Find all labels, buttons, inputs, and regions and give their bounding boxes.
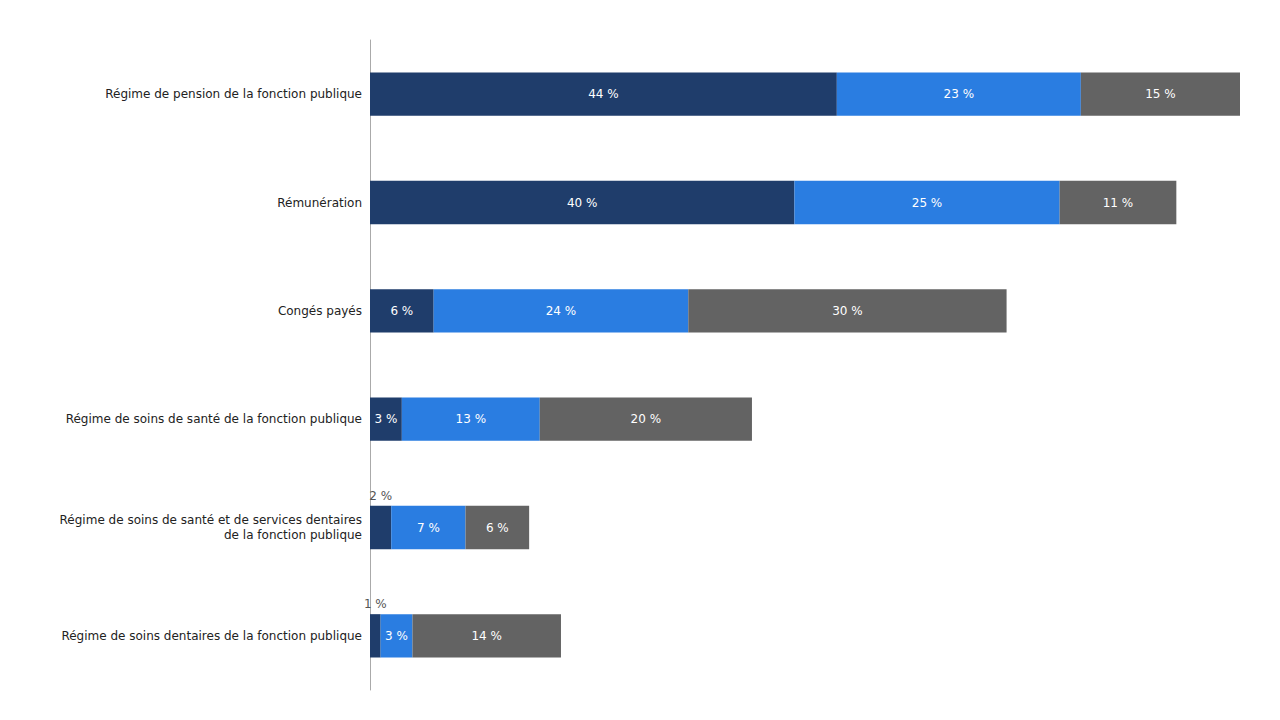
svg-text:14 %: 14 % xyxy=(471,629,502,643)
svg-text:23 %: 23 % xyxy=(944,87,975,101)
svg-text:11 %: 11 % xyxy=(1103,196,1134,210)
svg-text:Régime de soins de santé de la: Régime de soins de santé de la fonction … xyxy=(66,412,362,426)
svg-text:3 %: 3 % xyxy=(385,629,408,643)
svg-text:2 %: 2 % xyxy=(369,489,392,503)
svg-text:6 %: 6 % xyxy=(390,304,413,318)
svg-text:30 %: 30 % xyxy=(832,304,863,318)
svg-text:7 %: 7 % xyxy=(417,521,440,535)
svg-text:3 %: 3 % xyxy=(374,412,397,426)
svg-text:Rémunération: Rémunération xyxy=(277,196,362,210)
svg-text:25 %: 25 % xyxy=(912,196,943,210)
svg-text:Congés payés: Congés payés xyxy=(278,304,362,318)
svg-text:44 %: 44 % xyxy=(588,87,619,101)
svg-text:de la fonction publique: de la fonction publique xyxy=(224,528,362,542)
svg-text:13 %: 13 % xyxy=(456,412,487,426)
svg-text:40 %: 40 % xyxy=(567,196,598,210)
svg-text:1 %: 1 % xyxy=(364,597,387,611)
svg-text:15 %: 15 % xyxy=(1145,87,1176,101)
svg-text:24 %: 24 % xyxy=(546,304,577,318)
svg-text:20 %: 20 % xyxy=(631,412,662,426)
svg-text:6 %: 6 % xyxy=(486,521,509,535)
svg-text:Régime de soins dentaires de l: Régime de soins dentaires de la fonction… xyxy=(61,629,362,643)
svg-text:Régime de pension de la foncti: Régime de pension de la fonction publiqu… xyxy=(105,87,362,101)
svg-text:Régime de soins de santé et de: Régime de soins de santé et de services … xyxy=(60,513,362,527)
